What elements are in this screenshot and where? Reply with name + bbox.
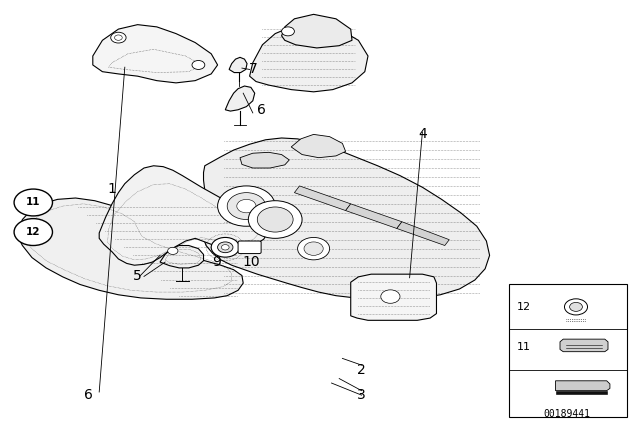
Polygon shape xyxy=(397,222,449,246)
Text: 12: 12 xyxy=(26,227,40,237)
Circle shape xyxy=(111,32,126,43)
Polygon shape xyxy=(250,25,368,92)
Polygon shape xyxy=(560,339,608,352)
Text: 11: 11 xyxy=(517,342,531,352)
Polygon shape xyxy=(204,138,490,299)
Circle shape xyxy=(304,242,323,255)
Circle shape xyxy=(570,302,582,311)
Circle shape xyxy=(257,207,293,232)
Polygon shape xyxy=(229,57,247,73)
Text: 1: 1 xyxy=(108,182,116,196)
Polygon shape xyxy=(18,198,243,299)
Polygon shape xyxy=(99,166,269,265)
Circle shape xyxy=(192,60,205,69)
Circle shape xyxy=(218,186,275,226)
Text: 6: 6 xyxy=(84,388,93,402)
Polygon shape xyxy=(351,274,436,320)
Circle shape xyxy=(227,193,266,220)
Text: 11: 11 xyxy=(26,198,40,207)
Circle shape xyxy=(211,237,239,257)
Circle shape xyxy=(564,299,588,315)
Polygon shape xyxy=(160,246,204,268)
Text: 9: 9 xyxy=(212,255,221,269)
Text: 3: 3 xyxy=(357,388,366,402)
Text: 00189441: 00189441 xyxy=(543,409,590,419)
Circle shape xyxy=(237,199,256,213)
Circle shape xyxy=(381,290,400,303)
Circle shape xyxy=(298,237,330,260)
Polygon shape xyxy=(294,186,351,211)
Text: 6: 6 xyxy=(257,103,266,117)
Polygon shape xyxy=(240,152,289,168)
Text: 2: 2 xyxy=(357,362,366,377)
Polygon shape xyxy=(282,14,352,48)
Circle shape xyxy=(282,27,294,36)
Text: 10: 10 xyxy=(242,255,260,269)
Text: 5: 5 xyxy=(133,269,142,284)
Circle shape xyxy=(115,35,122,40)
Bar xyxy=(509,284,627,417)
Polygon shape xyxy=(225,86,255,111)
Polygon shape xyxy=(556,381,610,391)
Text: 7: 7 xyxy=(248,62,257,77)
Polygon shape xyxy=(291,134,346,158)
Text: 4: 4 xyxy=(418,127,427,142)
Circle shape xyxy=(14,219,52,246)
Polygon shape xyxy=(556,391,607,394)
FancyBboxPatch shape xyxy=(238,241,261,254)
Circle shape xyxy=(221,245,229,250)
Text: 12: 12 xyxy=(517,302,531,312)
Circle shape xyxy=(14,189,52,216)
Circle shape xyxy=(248,201,302,238)
Polygon shape xyxy=(93,25,218,83)
Circle shape xyxy=(168,247,178,254)
Polygon shape xyxy=(346,204,402,228)
Circle shape xyxy=(218,242,233,253)
